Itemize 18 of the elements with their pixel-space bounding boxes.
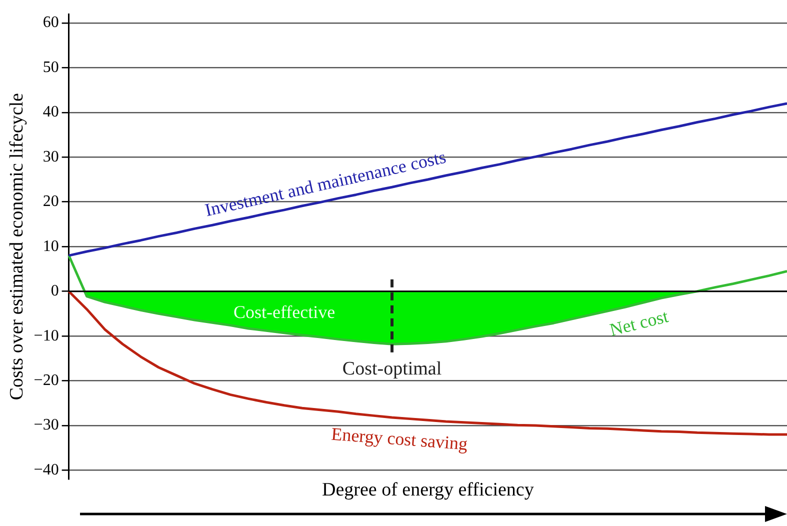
text: Net cost — [608, 306, 670, 340]
y-tick-label: 30 — [42, 148, 59, 166]
y-tick-label: −40 — [34, 461, 59, 478]
y-tick-label: −30 — [34, 416, 59, 434]
y-tick-label: 0 — [50, 282, 59, 300]
y-tick-label: 60 — [42, 14, 59, 32]
annotation: Cost-effective — [233, 302, 336, 322]
series-label: Energy cost saving — [330, 424, 468, 454]
y-tick-label: −10 — [34, 327, 59, 344]
y-axis-title: Costs over estimated economic lifecycle — [6, 93, 28, 400]
y-tick-label: 20 — [42, 193, 59, 210]
y-tick-label: 10 — [42, 238, 59, 255]
annotation: Cost-optimal — [342, 358, 442, 380]
y-tick-label: −20 — [34, 372, 59, 389]
x-axis-title: Degree of energy efficiency — [322, 480, 534, 501]
y-tick-label: 50 — [42, 58, 59, 76]
text: Investment and maintenance costs — [203, 146, 448, 220]
y-tick-label: 40 — [42, 104, 59, 121]
